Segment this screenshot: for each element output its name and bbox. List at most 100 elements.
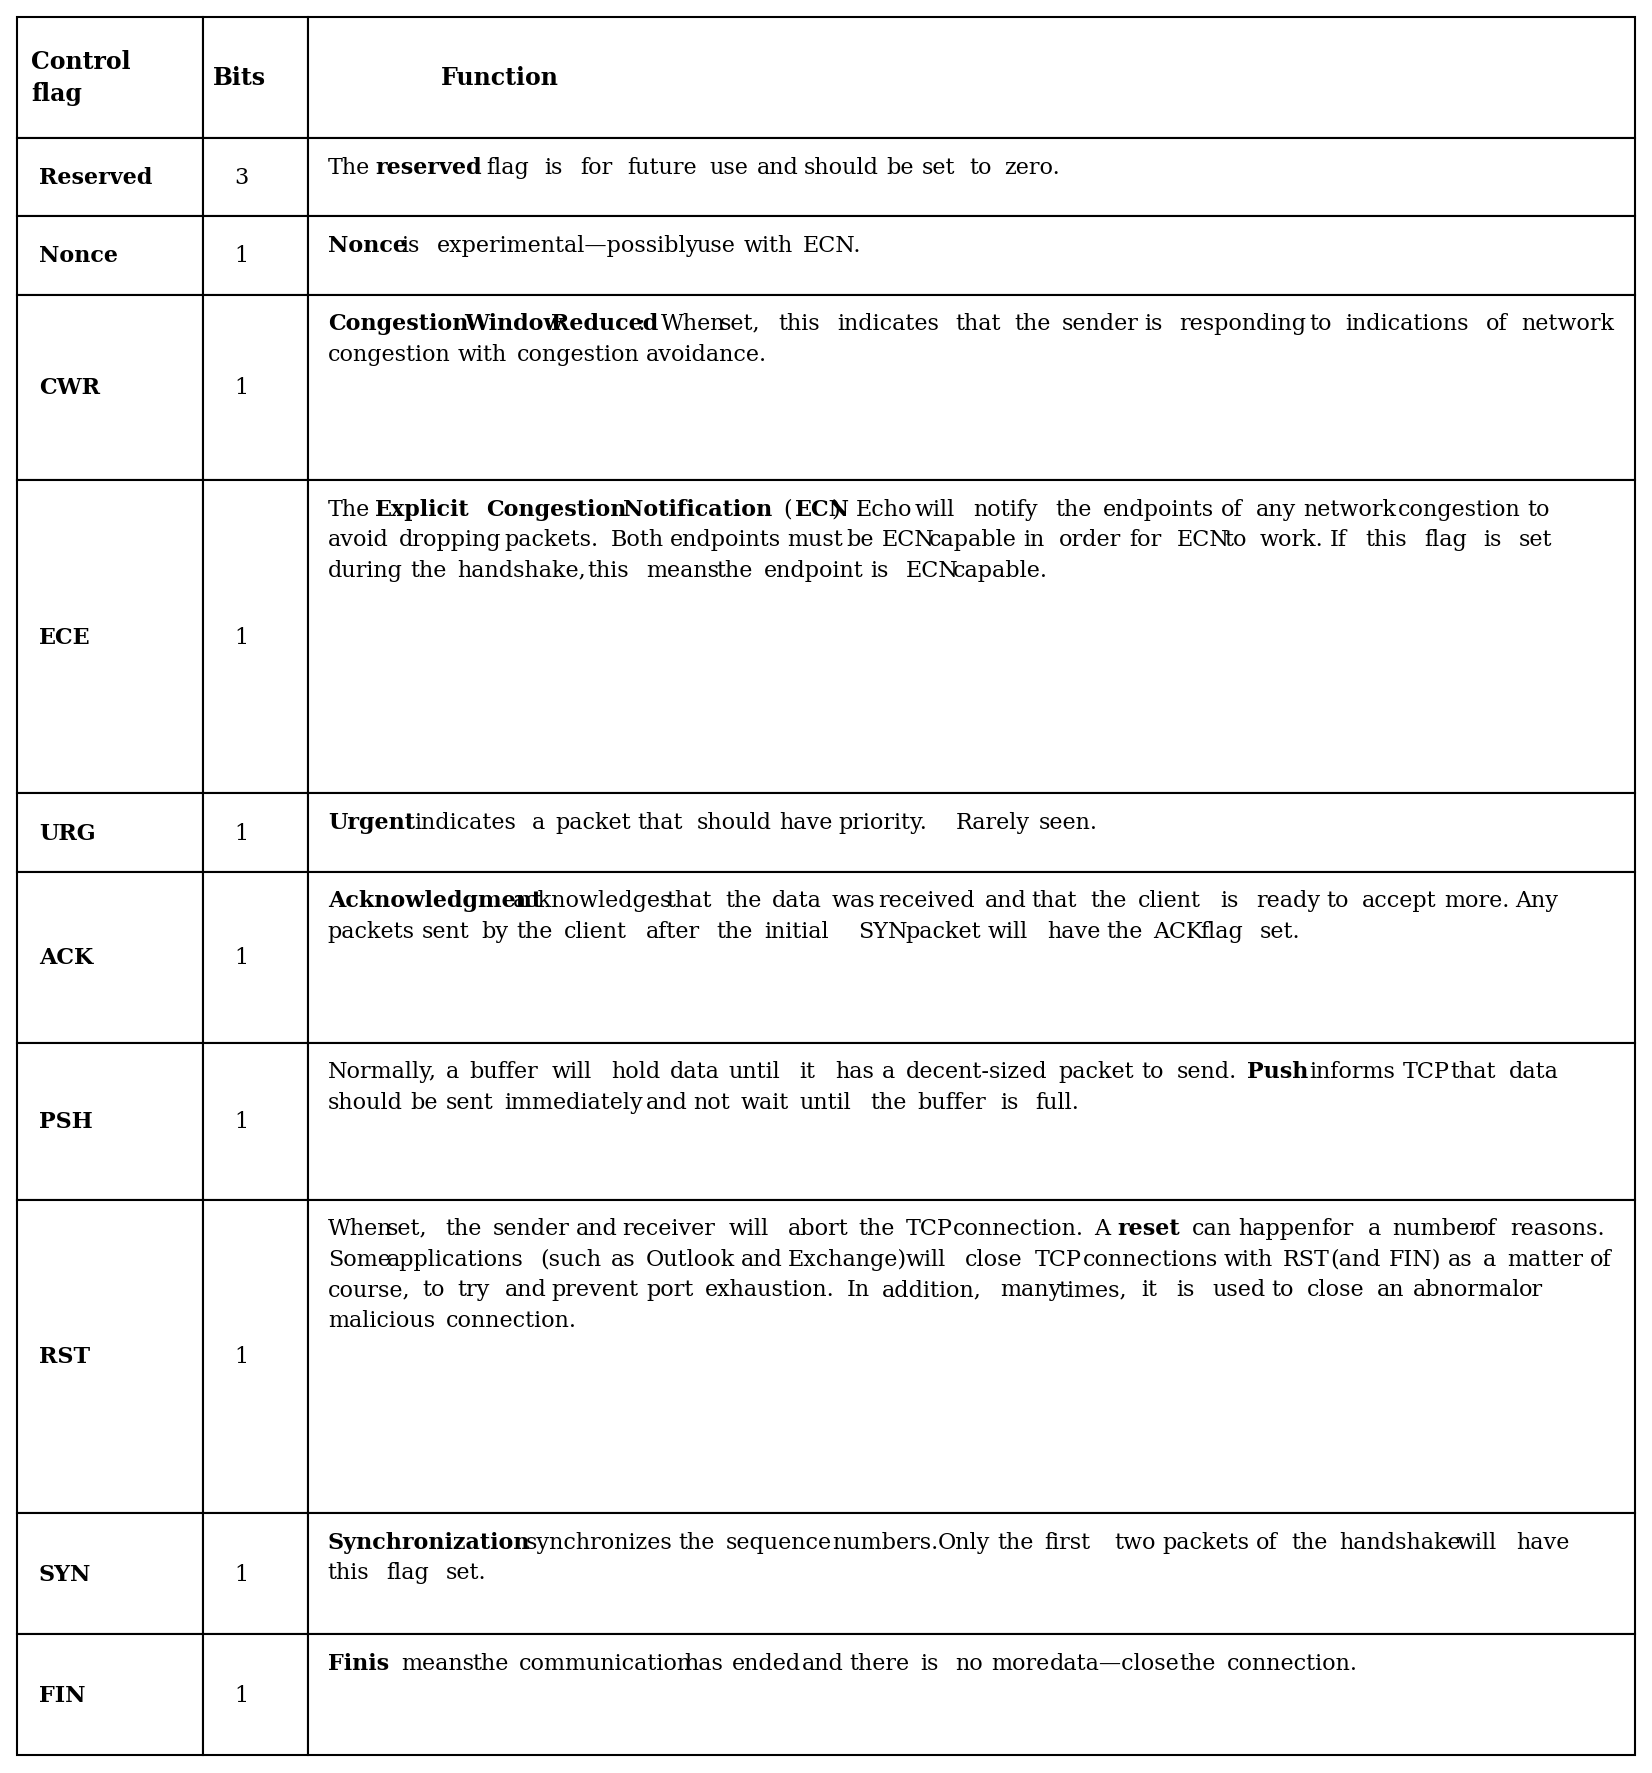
- Text: 1: 1: [235, 1684, 248, 1706]
- Text: reasons.: reasons.: [1510, 1218, 1604, 1239]
- Text: this: this: [778, 314, 821, 335]
- Text: CWR: CWR: [40, 378, 99, 399]
- Text: Congestion: Congestion: [486, 498, 626, 519]
- Text: should: should: [805, 156, 879, 179]
- Text: of: of: [1475, 1218, 1497, 1239]
- Text: as: as: [611, 1248, 636, 1269]
- Text: When: When: [327, 1218, 392, 1239]
- Text: Congestion: Congestion: [327, 314, 468, 335]
- Text: In: In: [846, 1278, 869, 1301]
- Text: ACK: ACK: [1153, 920, 1203, 943]
- Text: ready: ready: [1256, 890, 1320, 911]
- Text: Nonce: Nonce: [327, 234, 406, 257]
- Text: abort: abort: [788, 1218, 849, 1239]
- Text: packets: packets: [327, 920, 415, 943]
- Text: until: until: [729, 1060, 780, 1083]
- Text: received: received: [879, 890, 975, 911]
- Text: for: for: [1322, 1218, 1353, 1239]
- Text: with: with: [743, 234, 793, 257]
- Text: use: use: [695, 234, 735, 257]
- Text: no: no: [955, 1652, 983, 1674]
- Text: packet: packet: [1059, 1060, 1135, 1083]
- Text: reserved: reserved: [375, 156, 481, 179]
- Text: a: a: [446, 1060, 459, 1083]
- Text: PSH: PSH: [40, 1110, 93, 1133]
- Text: Reduced: Reduced: [550, 314, 657, 335]
- Text: TCP: TCP: [1403, 1060, 1450, 1083]
- Text: hold: hold: [611, 1060, 661, 1083]
- Text: should: should: [697, 812, 771, 833]
- Text: receiver: receiver: [623, 1218, 715, 1239]
- Text: that: that: [1450, 1060, 1495, 1083]
- Bar: [17, 480, 203, 794]
- Text: Synchronization: Synchronization: [327, 1530, 530, 1553]
- Text: Finis: Finis: [327, 1652, 388, 1674]
- Bar: [307, 1043, 1635, 1200]
- Text: network: network: [1521, 314, 1614, 335]
- Text: the: the: [679, 1530, 715, 1553]
- Text: handshake,: handshake,: [458, 560, 586, 582]
- Text: to: to: [970, 156, 991, 179]
- Text: buffer: buffer: [469, 1060, 539, 1083]
- Text: seen.: seen.: [1039, 812, 1099, 833]
- Text: 1: 1: [235, 245, 248, 268]
- Text: data: data: [669, 1060, 720, 1083]
- Text: Push: Push: [1247, 1060, 1308, 1083]
- Text: Reserved: Reserved: [40, 167, 152, 190]
- Text: SYN: SYN: [859, 920, 909, 943]
- Text: Outlook: Outlook: [646, 1248, 735, 1269]
- Text: was: was: [831, 890, 876, 911]
- Text: of: of: [1256, 1530, 1279, 1553]
- Text: connection.: connection.: [1227, 1652, 1358, 1674]
- Text: matter: matter: [1507, 1248, 1583, 1269]
- Text: is: is: [1483, 528, 1502, 551]
- Text: the: the: [859, 1218, 895, 1239]
- Text: as: as: [1447, 1248, 1472, 1269]
- Text: client: client: [1138, 890, 1201, 911]
- Text: until: until: [800, 1092, 851, 1113]
- Text: by: by: [481, 920, 509, 943]
- Text: sender: sender: [492, 1218, 570, 1239]
- Text: Some: Some: [327, 1248, 390, 1269]
- Text: indicates: indicates: [838, 314, 940, 335]
- Text: first: first: [1044, 1530, 1090, 1553]
- Text: set.: set.: [446, 1562, 486, 1583]
- Text: used: used: [1213, 1278, 1265, 1301]
- Text: zero.: zero.: [1004, 156, 1061, 179]
- Text: sent: sent: [446, 1092, 494, 1113]
- Text: and: and: [575, 1218, 618, 1239]
- Text: 1: 1: [235, 1562, 248, 1585]
- Bar: [307, 296, 1635, 480]
- Text: Nonce: Nonce: [40, 245, 117, 268]
- Text: a: a: [532, 812, 545, 833]
- Text: packets.: packets.: [504, 528, 598, 551]
- Text: flag: flag: [387, 1562, 430, 1583]
- Bar: [307, 480, 1635, 794]
- Bar: [203, 872, 307, 1043]
- Text: packet: packet: [555, 812, 631, 833]
- Text: abnormal: abnormal: [1412, 1278, 1520, 1301]
- Text: flag: flag: [1201, 920, 1242, 943]
- Text: Rarely: Rarely: [957, 812, 1031, 833]
- Text: notify: notify: [973, 498, 1037, 519]
- Text: be: be: [846, 528, 874, 551]
- Text: Notification: Notification: [623, 498, 771, 519]
- Text: have: have: [780, 812, 833, 833]
- Bar: [307, 1512, 1635, 1635]
- Text: a: a: [1368, 1218, 1381, 1239]
- Bar: [17, 1512, 203, 1635]
- Text: :: :: [638, 314, 644, 335]
- Text: (and: (and: [1330, 1248, 1381, 1269]
- Text: and: and: [504, 1278, 547, 1301]
- Text: for: for: [580, 156, 613, 179]
- Text: numbers.: numbers.: [833, 1530, 938, 1553]
- Text: ECE: ECE: [40, 626, 91, 649]
- Text: accept: accept: [1361, 890, 1437, 911]
- Text: Explicit: Explicit: [375, 498, 469, 519]
- Text: 1: 1: [235, 1110, 248, 1133]
- Text: ): ): [833, 498, 841, 519]
- Text: of: of: [1221, 498, 1242, 519]
- Text: is: is: [545, 156, 563, 179]
- Text: Window: Window: [464, 314, 563, 335]
- Text: URG: URG: [40, 823, 96, 844]
